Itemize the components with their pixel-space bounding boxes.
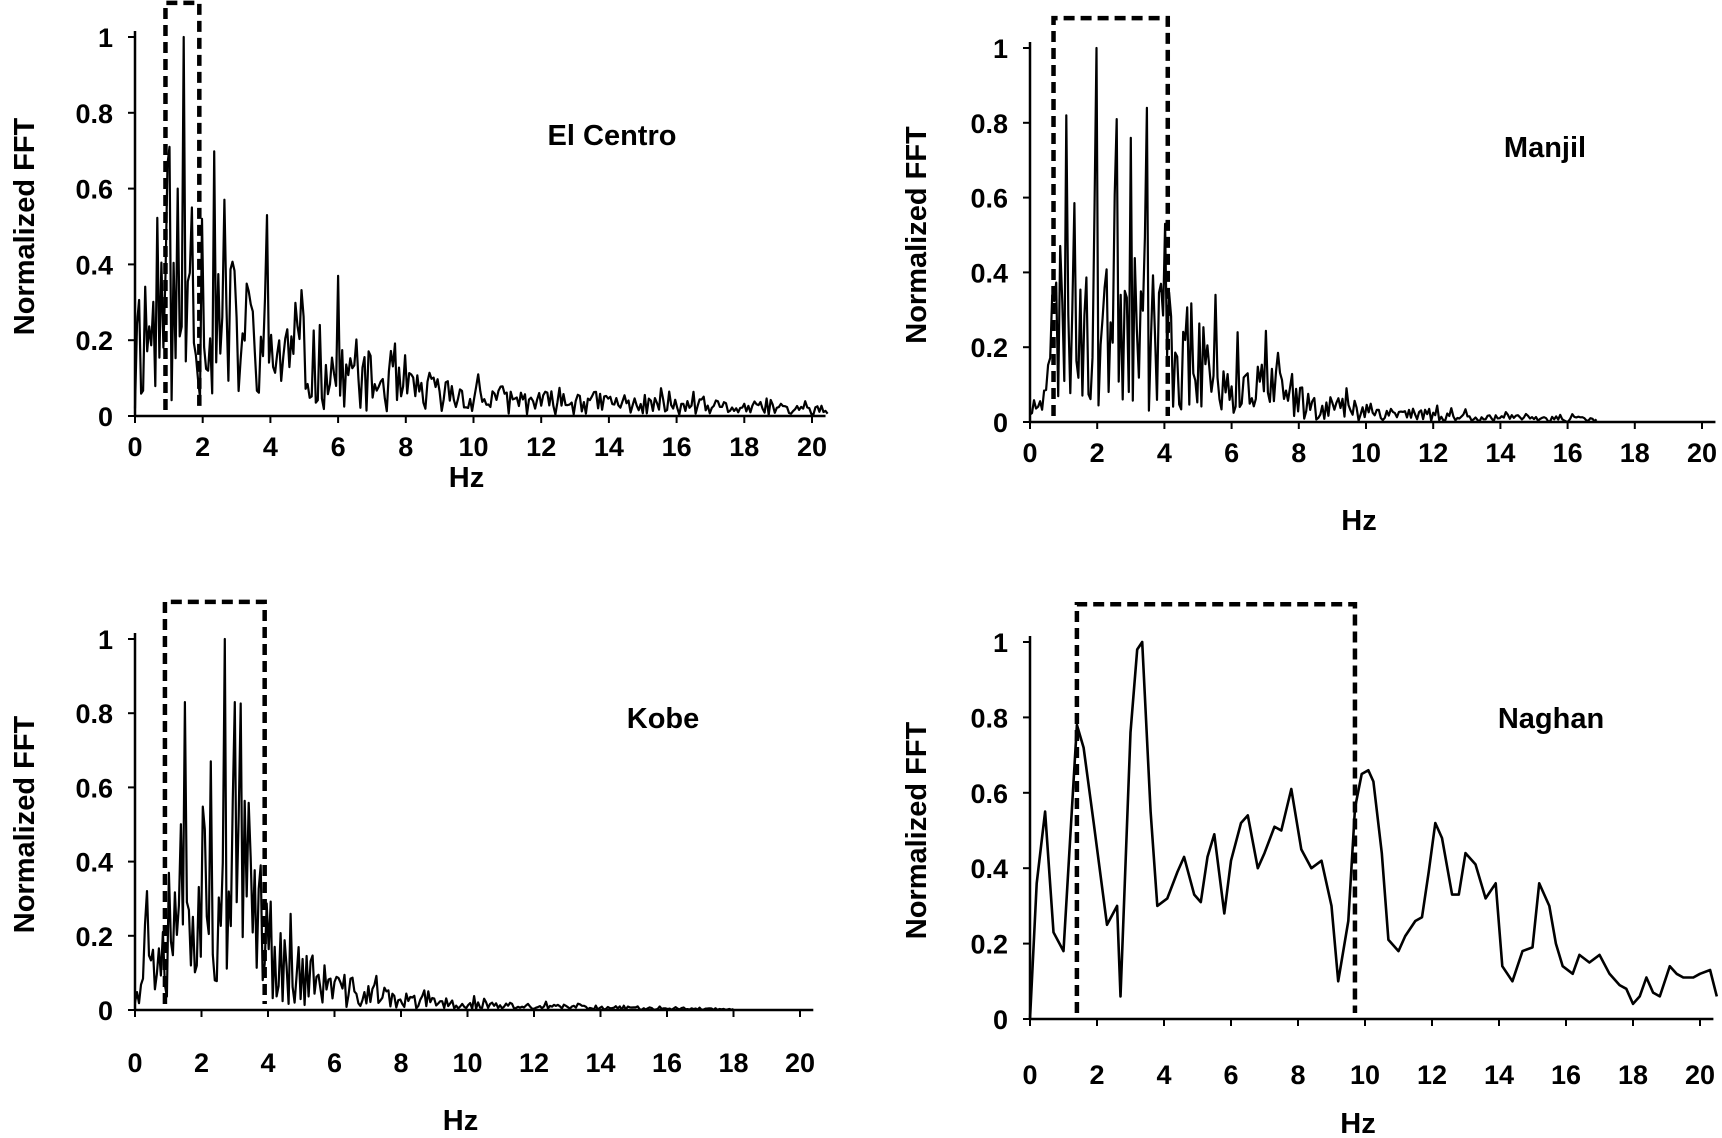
y-tick-label: 1	[98, 625, 113, 655]
x-tick-label: 2	[1090, 438, 1105, 468]
x-tick-label: 20	[797, 432, 827, 462]
x-tick-label: 10	[1350, 1060, 1380, 1090]
x-tick-label: 12	[519, 1048, 549, 1078]
x-tick-label: 0	[1022, 1060, 1037, 1090]
x-tick-label: 6	[1224, 438, 1239, 468]
series-line	[1030, 48, 1597, 422]
x-tick-label: 8	[398, 432, 413, 462]
x-tick-label: 4	[263, 432, 278, 462]
y-axis-title: Normalized FFT	[901, 126, 933, 344]
x-tick-label: 12	[526, 432, 556, 462]
y-tick-label: 0	[993, 408, 1008, 438]
x-axis-title: Hz	[443, 1105, 478, 1137]
panel-title: Naghan	[1498, 703, 1604, 735]
series-line	[1030, 642, 1717, 1019]
x-tick-label: 20	[1687, 438, 1717, 468]
y-tick-label: 0.6	[970, 184, 1008, 214]
x-tick-label: 8	[393, 1048, 408, 1078]
y-tick-label: 0.4	[75, 848, 113, 878]
x-tick-label: 10	[452, 1048, 482, 1078]
x-tick-label: 14	[1484, 1060, 1514, 1090]
x-tick-label: 18	[718, 1048, 748, 1078]
x-tick-label: 12	[1417, 1060, 1447, 1090]
x-tick-label: 4	[1156, 1060, 1171, 1090]
x-tick-label: 6	[331, 432, 346, 462]
x-tick-label: 0	[1022, 438, 1037, 468]
y-tick-label: 0	[98, 996, 113, 1026]
x-tick-label: 14	[1485, 438, 1515, 468]
y-tick-label: 0.6	[75, 175, 113, 205]
y-axis-title: Normalized FFT	[9, 715, 41, 933]
y-tick-label: 0.4	[970, 258, 1008, 288]
y-tick-label: 1	[98, 23, 113, 53]
x-tick-label: 2	[194, 1048, 209, 1078]
x-tick-label: 4	[260, 1048, 275, 1078]
y-tick-label: 0.4	[75, 250, 113, 280]
x-tick-label: 2	[1089, 1060, 1104, 1090]
x-tick-label: 18	[1620, 438, 1650, 468]
y-axis-title: Normalized FFT	[901, 721, 933, 939]
panel-title: Manjil	[1504, 132, 1586, 164]
y-tick-label: 0.8	[970, 109, 1008, 139]
panel-manjil: 0 2 4 6 8 10 12 14 16 18 20 0 0.2 0.4 0.6 0.8 1 Hz Normali…	[901, 18, 1717, 537]
y-axis-title: Normalized FFT	[9, 117, 41, 335]
x-tick-label: 16	[1553, 438, 1583, 468]
x-tick-label: 18	[1618, 1060, 1648, 1090]
y-tick-label: 1	[993, 34, 1008, 64]
panel-el-centro: 0 2 4 6 8 10 12 14 16 18 20 0 0.2 0.4 0.6 0.8 1 Hz Normali…	[9, 3, 828, 494]
series-line	[135, 639, 734, 1010]
x-tick-label: 4	[1157, 438, 1172, 468]
x-axis-title: Hz	[1341, 505, 1376, 537]
panel-title: El Centro	[548, 120, 677, 152]
y-tick-label: 0.8	[970, 703, 1008, 733]
x-tick-label: 6	[327, 1048, 342, 1078]
x-tick-label: 8	[1291, 438, 1306, 468]
x-axis-title: Hz	[1340, 1108, 1375, 1138]
x-tick-label: 20	[1685, 1060, 1715, 1090]
x-tick-label: 12	[1418, 438, 1448, 468]
y-tick-label: 0.2	[970, 930, 1008, 960]
x-axis-title: Hz	[449, 462, 484, 494]
x-tick-label: 16	[652, 1048, 682, 1078]
x-tick-label: 20	[785, 1048, 815, 1078]
x-tick-label: 18	[729, 432, 759, 462]
y-tick-label: 0.8	[75, 699, 113, 729]
y-tick-label: 0.2	[75, 922, 113, 952]
y-tick-label: 0.4	[970, 854, 1008, 884]
y-tick-label: 0.6	[75, 773, 113, 803]
y-tick-label: 0	[98, 402, 113, 432]
x-tick-label: 8	[1290, 1060, 1305, 1090]
x-tick-label: 0	[127, 1048, 142, 1078]
x-tick-label: 2	[195, 432, 210, 462]
x-tick-label: 16	[1551, 1060, 1581, 1090]
x-tick-label: 14	[594, 432, 624, 462]
panel-title: Kobe	[627, 703, 700, 735]
panel-kobe: 0 2 4 6 8 10 12 14 16 18 20 0 0.2 0.4 0.6 0.8 1 Hz Normali…	[9, 602, 815, 1137]
y-tick-label: 1	[993, 628, 1008, 658]
x-tick-label: 14	[585, 1048, 615, 1078]
y-tick-label: 0.2	[970, 333, 1008, 363]
y-tick-label: 0.2	[75, 326, 113, 356]
x-tick-label: 16	[662, 432, 692, 462]
panel-naghan: 0 2 4 6 8 10 12 14 16 18 20 0 0.2 0.4 0.6 0.8 1 Hz Normali…	[901, 604, 1717, 1138]
y-tick-label: 0.8	[75, 99, 113, 129]
series-line	[135, 37, 828, 415]
x-tick-label: 10	[458, 432, 488, 462]
x-tick-label: 6	[1223, 1060, 1238, 1090]
y-tick-label: 0	[993, 1005, 1008, 1035]
x-tick-label: 0	[127, 432, 142, 462]
y-tick-label: 0.6	[970, 779, 1008, 809]
x-tick-label: 10	[1351, 438, 1381, 468]
